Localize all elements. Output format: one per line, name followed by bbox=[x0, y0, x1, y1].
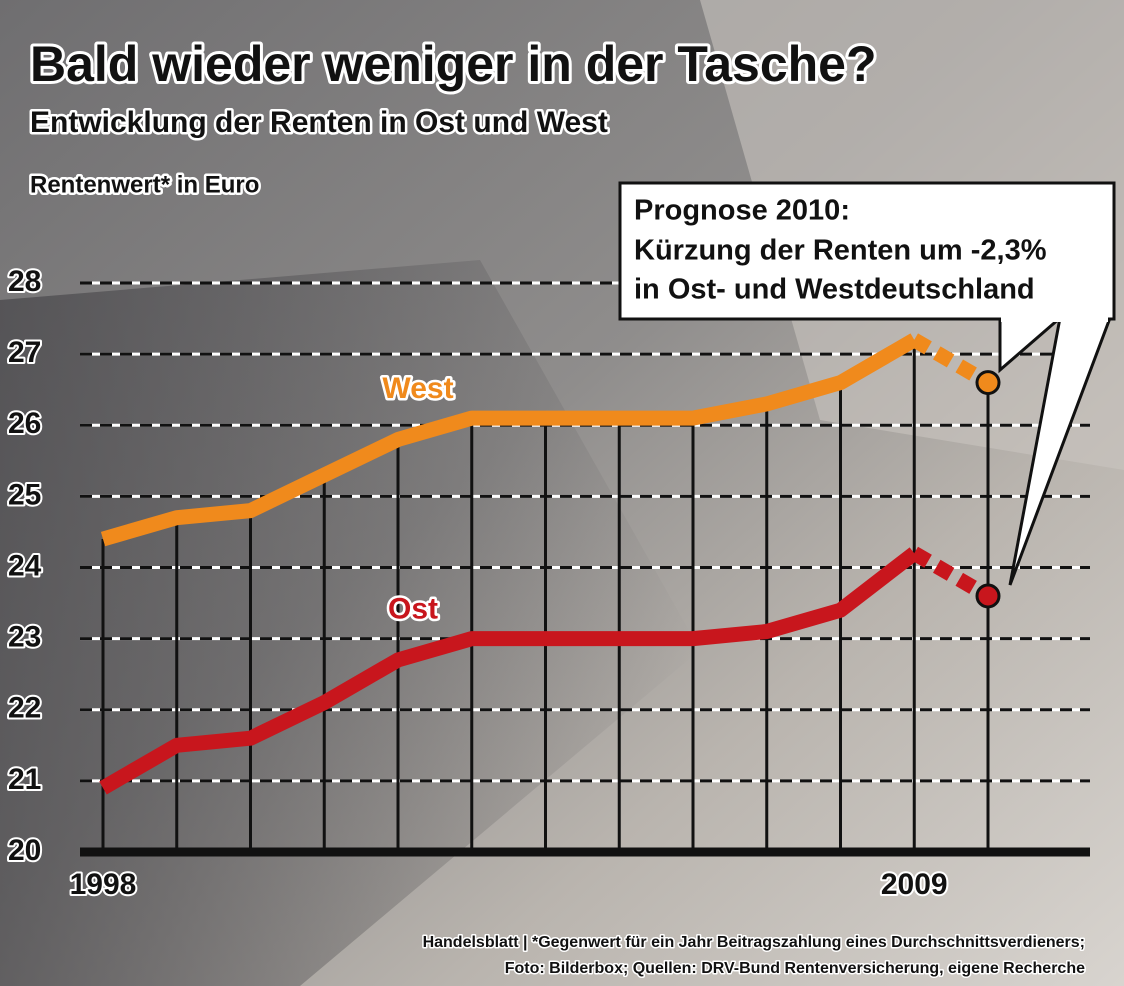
series-label: Ost bbox=[388, 593, 438, 626]
series-label: West bbox=[382, 372, 453, 405]
y-tick-label: 24 bbox=[8, 549, 42, 582]
y-tick-label: 27 bbox=[8, 336, 41, 369]
callout-text: Prognose 2010: bbox=[634, 195, 850, 227]
x-tick-label: 2009 bbox=[881, 868, 948, 901]
y-tick-label: 20 bbox=[8, 834, 41, 867]
y-tick-label: 28 bbox=[8, 265, 41, 298]
forecast-point bbox=[977, 585, 999, 607]
source: Handelsblatt | *Gegenwert für ein Jahr B… bbox=[423, 934, 1085, 951]
source: Foto: Bilderbox; Quellen: DRV-Bund Rente… bbox=[505, 960, 1085, 977]
chart-title: Bald wieder weniger in der Tasche? bbox=[30, 36, 877, 92]
y-axis-label: Rentenwert* in Euro bbox=[30, 171, 259, 198]
forecast-point bbox=[977, 372, 999, 394]
y-tick-label: 22 bbox=[8, 692, 41, 725]
y-tick-label: 25 bbox=[8, 478, 41, 511]
callout-text: in Ost- und Westdeutschland bbox=[634, 274, 1035, 306]
chart-subtitle: Entwicklung der Renten in Ost und West bbox=[30, 106, 608, 139]
chart: Bald wieder weniger in der Tasche? Entwi… bbox=[0, 0, 1124, 986]
x-tick-label: 1998 bbox=[70, 868, 137, 901]
y-tick-label: 21 bbox=[8, 763, 41, 796]
callout-join bbox=[1001, 314, 1108, 322]
callout-text: Kürzung der Renten um -2,3% bbox=[634, 235, 1047, 267]
y-tick-label: 26 bbox=[8, 407, 41, 440]
y-tick-label: 23 bbox=[8, 621, 41, 654]
